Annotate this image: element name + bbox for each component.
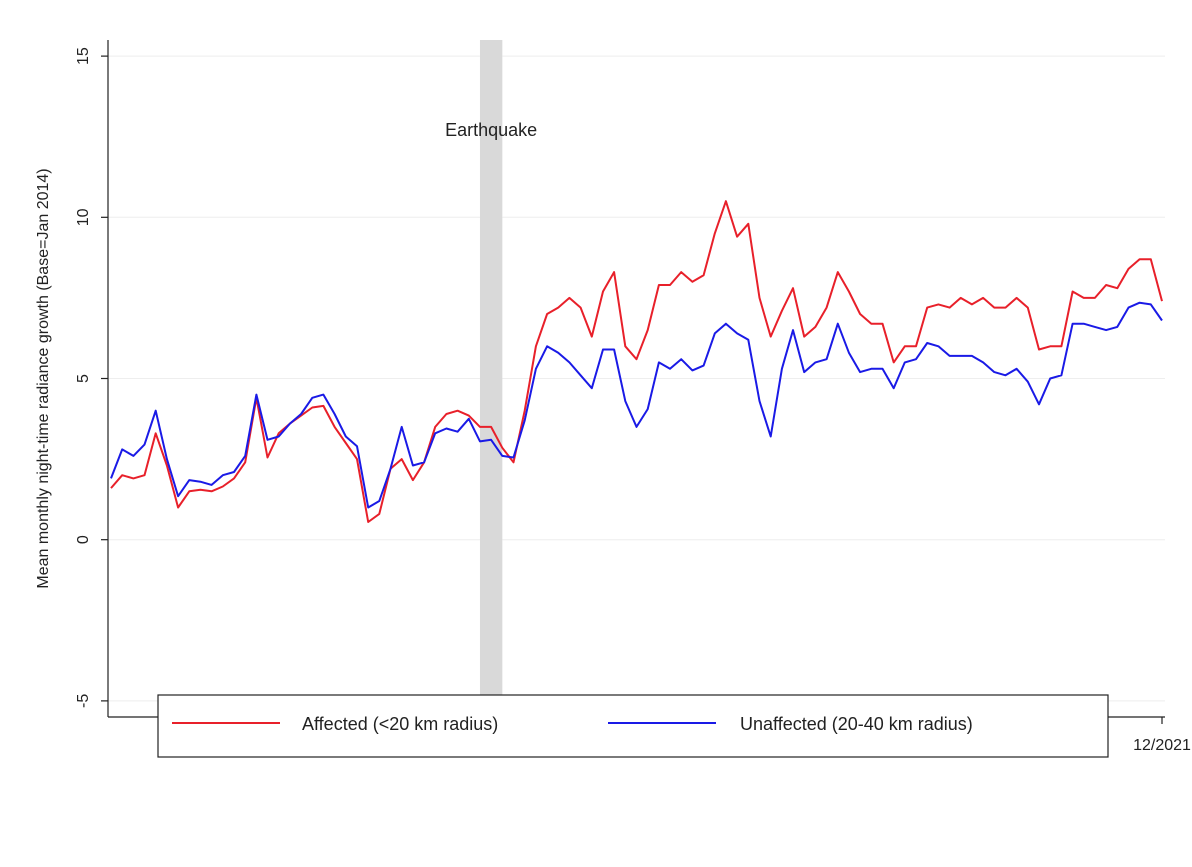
- legend-box: [157, 694, 1109, 758]
- earthquake-band: [479, 40, 503, 717]
- legend-label-unaffected: Unaffected (20-40 km radius): [740, 714, 973, 734]
- y-tick-label: 10: [75, 208, 92, 226]
- series-lines: [110, 200, 1163, 523]
- y-axis-title: Mean monthly night-time radiance growth …: [35, 168, 52, 588]
- legend-label-affected: Affected (<20 km radius): [302, 714, 498, 734]
- legend: Affected (<20 km radius) Unaffected (20-…: [157, 694, 1109, 758]
- y-tick-label: 15: [75, 47, 92, 65]
- y-tick-label: 0: [75, 535, 92, 544]
- x-tick-label: 12/2021: [1133, 737, 1191, 754]
- y-tick-label: -5: [75, 694, 92, 708]
- y-tick-label: 5: [75, 374, 92, 383]
- earthquake-annotation: Earthquake: [445, 120, 537, 140]
- series-line-unaffected: [110, 301, 1163, 509]
